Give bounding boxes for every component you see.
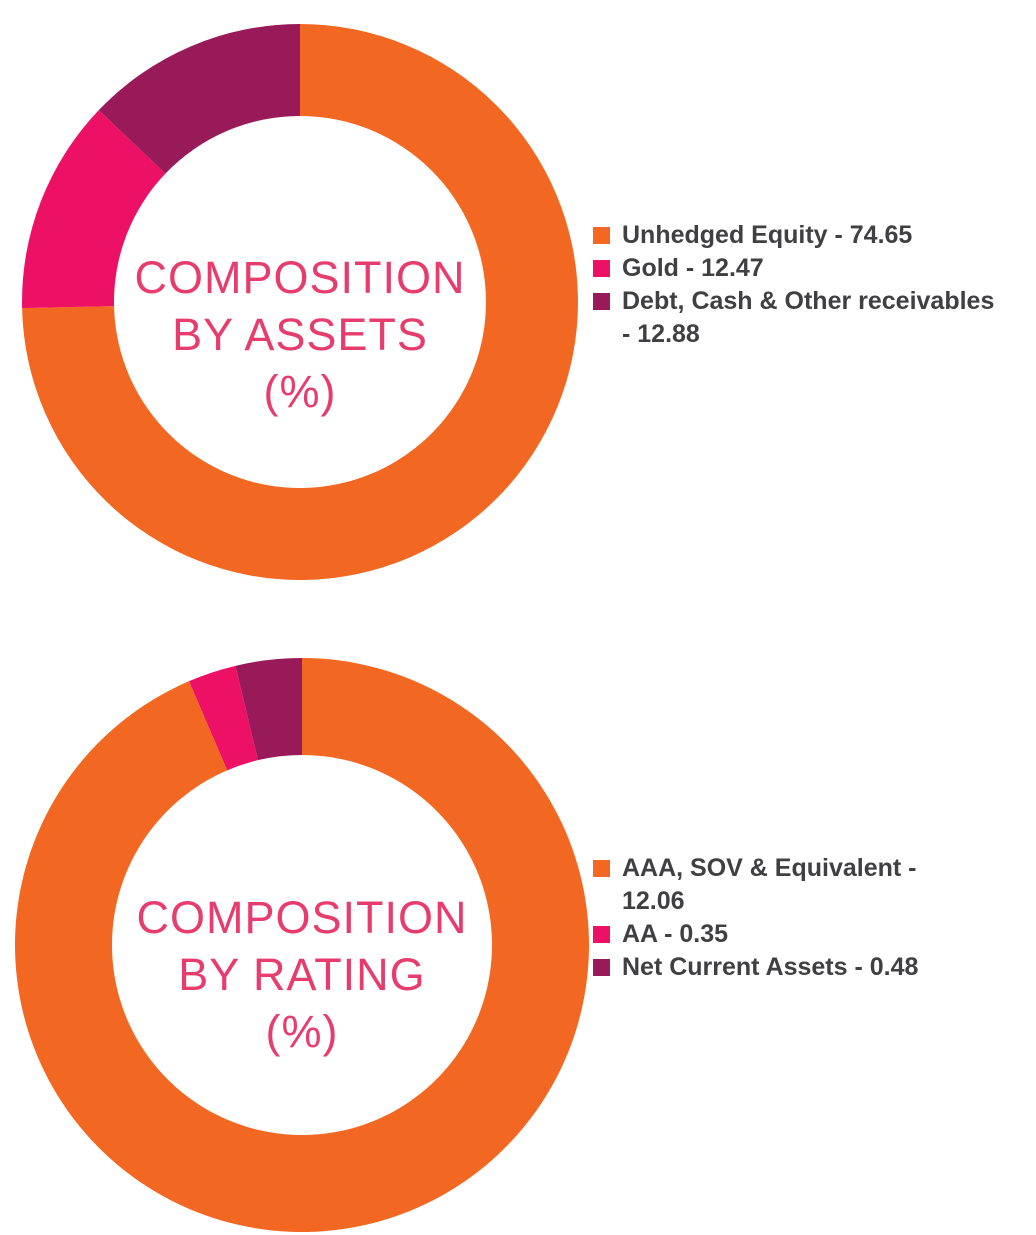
legend-item: AA - 0.35 — [593, 918, 1017, 951]
rating-legend: AAA, SOV & Equivalent - 12.06 AA - 0.35 … — [593, 852, 1017, 984]
legend-label: Debt, Cash & Other receivables - 12.88 — [622, 287, 995, 348]
legend-marker — [593, 227, 610, 244]
rating-chart-title: COMPOSITION BY RATING (%) — [112, 889, 492, 1060]
title-line: BY ASSETS — [172, 309, 428, 360]
donut-slice — [98, 24, 300, 174]
legend-item: Unhedged Equity - 74.65 — [593, 219, 1017, 252]
legend-label: Gold - 12.47 — [622, 254, 764, 282]
donut-slice — [189, 665, 258, 771]
legend-item: Net Current Assets - 0.48 — [593, 951, 1017, 984]
title-line: (%) — [265, 1006, 339, 1057]
legend-label: Net Current Assets - 0.48 — [622, 953, 919, 981]
legend-marker — [593, 926, 610, 943]
legend-item: AAA, SOV & Equivalent - 12.06 — [593, 852, 1017, 918]
donut-slice — [22, 23, 579, 580]
title-line: BY RATING — [178, 949, 426, 1000]
donut-slice — [235, 658, 302, 761]
legend-item: Gold - 12.47 — [593, 252, 1017, 285]
legend-marker — [593, 860, 610, 877]
legend-label: AAA, SOV & Equivalent - 12.06 — [622, 854, 917, 915]
donut-slice — [15, 658, 590, 1232]
title-line: COMPOSITION — [136, 892, 468, 943]
assets-donut-chart — [22, 23, 579, 580]
legend-marker — [593, 260, 610, 277]
legend-marker — [593, 293, 610, 310]
legend-label: Unhedged Equity - 74.65 — [622, 221, 913, 249]
legend-marker — [593, 959, 610, 976]
assets-chart-title: COMPOSITION BY ASSETS (%) — [110, 249, 490, 420]
legend-label: AA - 0.35 — [622, 920, 729, 948]
assets-legend: Unhedged Equity - 74.65 Gold - 12.47 Deb… — [593, 219, 1017, 351]
legend-item: Debt, Cash & Other receivables - 12.88 — [593, 285, 1017, 351]
title-line: (%) — [263, 366, 337, 417]
donut-slice — [22, 110, 166, 309]
title-line: COMPOSITION — [134, 252, 466, 303]
rating-donut-chart — [15, 658, 590, 1232]
